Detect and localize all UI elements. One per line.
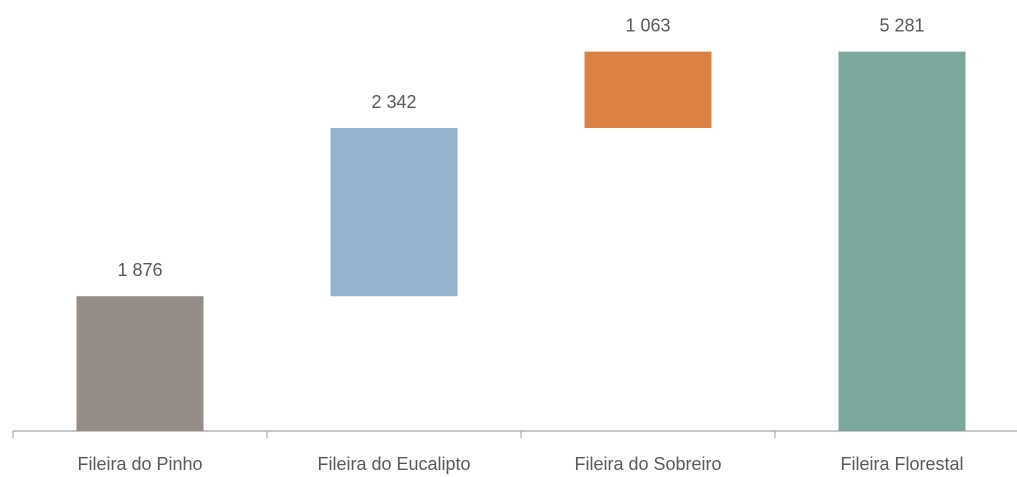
x-tick-label: Fileira do Eucalipto [317,454,470,474]
x-tick-label: Fileira do Pinho [77,454,202,474]
x-tick-label: Fileira do Sobreiro [574,454,721,474]
data-label: 2 342 [371,92,416,112]
bar [76,296,204,431]
x-tick-label: Fileira Florestal [840,454,963,474]
bar [584,51,712,129]
bar [838,51,966,432]
data-label: 5 281 [879,15,924,35]
bar [330,128,458,297]
data-label: 1 876 [117,260,162,280]
data-label: 1 063 [625,15,670,35]
